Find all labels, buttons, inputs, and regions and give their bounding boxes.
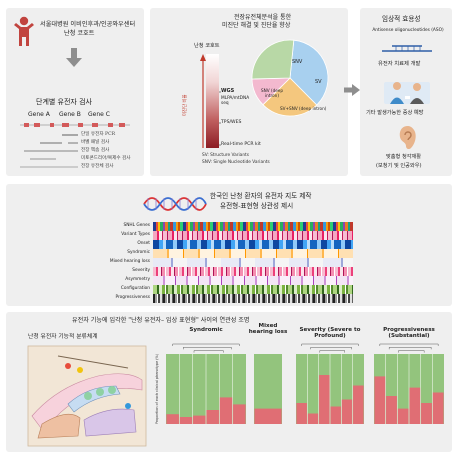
- chart-3-bar-2: [397, 408, 409, 424]
- gene-b-label: Gene B: [59, 111, 81, 118]
- chart-2-bar-5: [353, 385, 364, 424]
- chart-3-bar-1: [386, 396, 397, 424]
- bracket-2-1: [310, 347, 352, 350]
- cohort-column-label: 난청 코호트: [194, 43, 220, 49]
- gene-therapy-label: 유전자 치료제 개발: [378, 61, 421, 67]
- doctor-patient-icon: [384, 82, 430, 104]
- footnote-sv: SV: Structure Variants: [202, 153, 249, 158]
- diagnosis-pie-chart: [251, 39, 329, 117]
- chart-2-bar-1: [307, 413, 319, 424]
- gene-c-label: Gene C: [88, 111, 110, 118]
- bracket-3-2: [398, 350, 425, 353]
- gene-track: [20, 123, 130, 127]
- test-step-lines: [20, 134, 78, 168]
- chart-0-bar-2: [193, 415, 206, 424]
- wgs-panel: 전장유전체분석을 통한 미진단 해결 및 진단율 향상 난청 코호트 미진단 비…: [150, 8, 348, 176]
- pie-slice-0: [289, 39, 329, 106]
- pie-slice-1: [262, 77, 318, 117]
- bracket-2-0: [301, 343, 359, 346]
- pie-label-snv-deep: SNV (deep intron): [260, 88, 284, 98]
- bracket-0-0: [172, 343, 240, 346]
- bracket-0-1: [183, 347, 232, 350]
- clinical-utility-panel: 임상적 효용성 Antisense oligonucleotides (ASO)…: [360, 8, 452, 176]
- chart-title-2: Severity (Severe to Profound): [299, 327, 361, 339]
- aso-molecule-icon: [382, 45, 432, 52]
- chart-2-bar-2: [319, 375, 330, 424]
- chart-y-axis-label: Proportion of each clinical phenotype (%…: [155, 353, 159, 424]
- step-3-label: 전장 엑솜 검사: [81, 148, 110, 153]
- method-mlpa: MLPA/mtDNA seq: [221, 96, 250, 106]
- chart-3-bar-5: [432, 392, 444, 424]
- dna-helix-icon: [143, 197, 207, 211]
- chart-2-bar-4: [341, 399, 353, 424]
- phenotype-correlation-panel: 유전자 기능에 입각한 "난청 유전자– 임상 표현형" 사이의 연관성 조명 …: [6, 312, 452, 452]
- pie-label-sv: SV: [315, 79, 322, 85]
- chart-0-bar-4: [219, 397, 233, 424]
- red-axis-arrow: [200, 54, 206, 148]
- pie-label-svsnv: SV+SNV (deep intron): [280, 106, 327, 111]
- bracket-3-0: [379, 343, 439, 346]
- chart-3-bar-4: [421, 403, 432, 424]
- chart-plot-1: [254, 354, 282, 424]
- correlation-title: 유전자 기능에 입각한 "난청 유전자– 임상 표현형" 사이의 연관성 조명: [72, 317, 250, 324]
- significance-brackets-0: [172, 343, 240, 353]
- wgs-title-line2: 미진단 해결 및 진단율 향상: [222, 22, 291, 29]
- child-person-icon: [14, 16, 34, 46]
- prevent-symptoms-label: 기타 발생가능한 증상 예방: [366, 110, 424, 116]
- chart-0-bar-3: [206, 410, 219, 424]
- chart-plot-3: [374, 354, 444, 424]
- chart-title-3: Progressiveness (Substantial): [383, 327, 435, 339]
- method-tps-wes: TPS/WES: [221, 120, 242, 125]
- chart-0-bar-5: [233, 404, 246, 424]
- bracket-2-2: [319, 350, 345, 353]
- significance-brackets-3: [379, 343, 439, 353]
- footnote-snv: SNV: Single Nucleotide Variants: [202, 160, 270, 165]
- method-wgs: WGS: [221, 88, 235, 94]
- aso-label: Antisense oligonucleotides (ASO): [372, 28, 444, 33]
- method-tick-lines: [219, 91, 221, 146]
- pie-label-snv: SNV: [292, 59, 303, 65]
- clinical-utility-title: 임상적 효용성: [382, 15, 421, 23]
- rehab-label-line2: (보청기 및 인공와우): [376, 163, 422, 169]
- gene-map-title-line1: 한국인 난청 환자의 유전자 지도 제작: [210, 192, 312, 200]
- step-2-label: 바벨 패널 검사: [81, 140, 110, 145]
- right-arrow-icon: [344, 84, 360, 96]
- chart-3-bar-0: [374, 376, 386, 424]
- chart-plot-2: [296, 354, 364, 424]
- wgs-title-line1: 전장유전체분석을 통한: [234, 14, 292, 21]
- chart-0-bar-1: [179, 417, 193, 424]
- step-1-label: 단일 유전자 PCR: [81, 132, 116, 137]
- undiagnosed-gradient-bar: [206, 54, 219, 148]
- gene-a-label: Gene A: [28, 111, 50, 118]
- significance-brackets-2: [301, 343, 359, 353]
- cohort-label: 난청 코호트: [64, 30, 95, 37]
- chart-3-bar-3: [409, 387, 421, 424]
- ear-function-caption: 난청 유전자 기능적 분류체계: [28, 334, 98, 340]
- stage-test-title: 단계별 유전자 검사: [36, 98, 92, 106]
- down-arrow-icon: [66, 48, 82, 67]
- ear-icon: [399, 126, 416, 150]
- pie-slice-3: [251, 39, 295, 80]
- step-5-label: 전장 유전체 검사: [81, 164, 114, 169]
- cohort-panel: 서울대병원 이비인후과/인공와우센터 난청 코호트 단계별 유전자 검사 Gen…: [6, 8, 144, 176]
- chart-title-0: Syndromic: [189, 327, 223, 333]
- chart-title-1: Mixed hearing loss: [248, 323, 288, 335]
- rehab-label-line1: 맞춤형 청각재활: [386, 154, 422, 160]
- step-4-label: 미토콘드리아/복제수 검사: [81, 156, 131, 161]
- bracket-0-2: [193, 350, 224, 353]
- bracket-3-1: [388, 347, 432, 350]
- chart-0-bar-0: [166, 414, 179, 424]
- gene-map-panel: 한국인 난청 환자의 유전자 지도 제작 유전형-표현형 상관성 제시: [6, 184, 452, 306]
- method-pcr-kit: Real-time PCR kit: [221, 142, 261, 147]
- gene-map-title-line2: 유전형-표현형 상관성 제시: [220, 202, 294, 210]
- institution-label: 서울대병원 이비인후과/인공와우센터: [40, 21, 136, 28]
- chart-2-bar-0: [296, 403, 307, 424]
- chart-2-bar-3: [330, 406, 341, 424]
- undiagnosed-axis-label: 미진단 비율: [183, 94, 188, 116]
- cochlea-illustration: [27, 345, 147, 447]
- chart-plot-0: [166, 354, 246, 424]
- chart-1-bar-0: [254, 408, 282, 424]
